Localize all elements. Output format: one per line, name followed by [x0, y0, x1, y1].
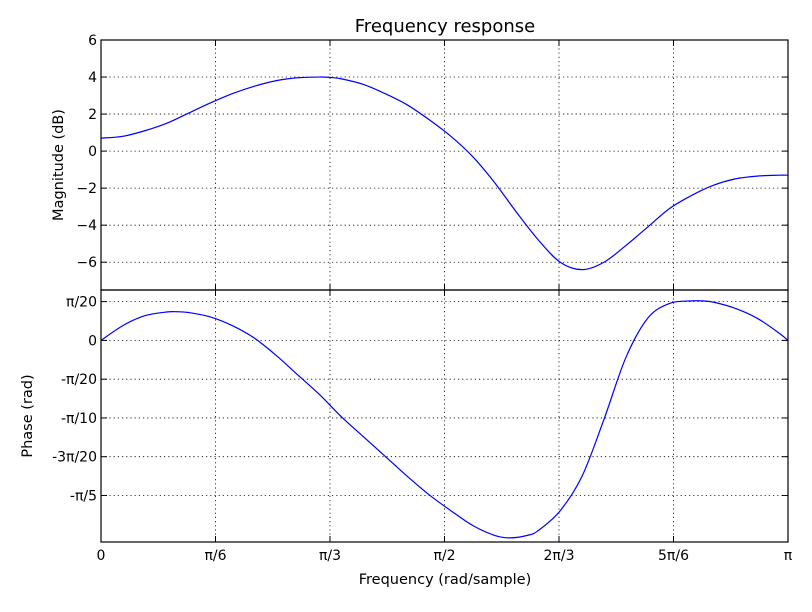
- magnitude-tick-marks: [100, 39, 789, 290]
- phase-curve: [100, 300, 789, 539]
- phase-y-tick-labels: π/20 0 -π/20 -π/10 -3π/20 -π/5: [52, 295, 97, 505]
- magnitude-y-tick-label: 6: [88, 33, 97, 49]
- chart-title: Frequency response: [355, 16, 535, 37]
- magnitude-y-tick-label: 4: [88, 70, 97, 86]
- x-tick-label: π/2: [433, 548, 455, 564]
- phase-tick-marks: [100, 290, 789, 542]
- phase-y-tick-label: -3π/20: [52, 450, 97, 466]
- magnitude-panel: 6 4 2 0 −2 −4 −6 Magnitude (dB): [51, 33, 789, 291]
- phase-y-tick-label: -π/5: [70, 488, 97, 504]
- x-tick-label: π/3: [319, 548, 341, 564]
- phase-panel: π/20 0 -π/20 -π/10 -3π/20 -π/5 0 π/6 π/3 π/2 2π/3…: [20, 289, 793, 564]
- magnitude-y-tick-labels: 6 4 2 0 −2 −4 −6: [76, 33, 97, 271]
- phase-y-tick-label: -π/10: [61, 411, 97, 427]
- magnitude-grid: [101, 40, 788, 290]
- magnitude-y-tick-label: −4: [76, 218, 97, 234]
- phase-y-tick-label: 0: [88, 333, 97, 349]
- x-axis-label: Frequency (rad/sample): [359, 572, 532, 588]
- frequency-x-tick-labels: 0 π/6 π/3 π/2 2π/3 5π/6 π: [97, 548, 793, 564]
- magnitude-curve: [100, 76, 789, 271]
- x-tick-label: π/6: [204, 548, 226, 564]
- magnitude-axes-frame: [100, 39, 789, 291]
- x-tick-label: 2π/3: [544, 548, 575, 564]
- magnitude-y-tick-label: 2: [88, 107, 97, 123]
- phase-y-tick-label: π/20: [66, 295, 97, 311]
- magnitude-y-tick-label: −2: [76, 181, 97, 197]
- x-tick-label: π: [784, 548, 793, 564]
- x-tick-label: 0: [97, 548, 106, 564]
- x-tick-label: 5π/6: [658, 548, 689, 564]
- phase-y-axis-label: Phase (rad): [20, 374, 36, 457]
- magnitude-y-tick-label: 0: [88, 144, 97, 160]
- phase-grid: [101, 290, 788, 542]
- magnitude-y-axis-label: Magnitude (dB): [51, 109, 67, 221]
- phase-y-tick-label: -π/20: [61, 372, 97, 388]
- magnitude-y-tick-label: −6: [76, 255, 97, 271]
